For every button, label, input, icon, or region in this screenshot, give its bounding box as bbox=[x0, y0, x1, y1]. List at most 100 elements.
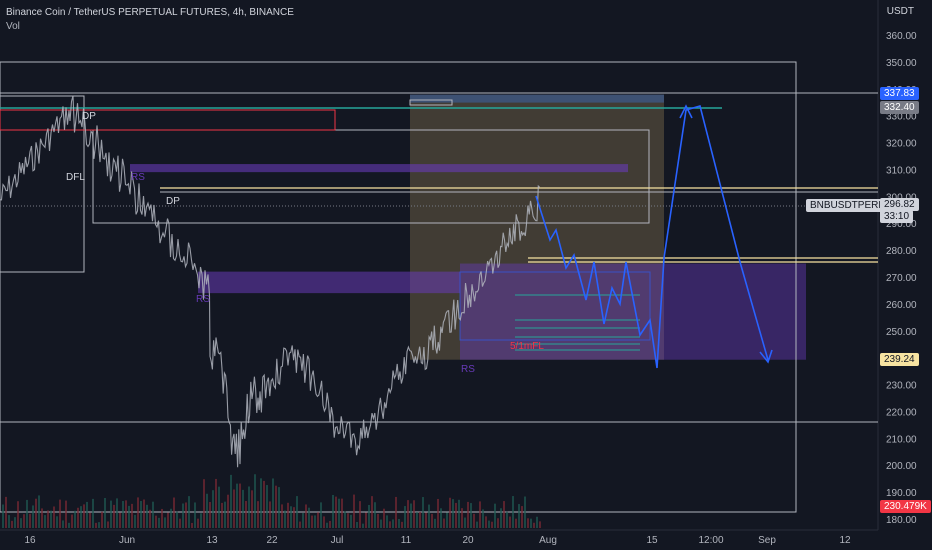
symbol-title[interactable]: Binance Coin / TetherUS PERPETUAL FUTURE… bbox=[6, 7, 294, 18]
annotation-rs3: RS bbox=[461, 364, 475, 375]
volume-bar bbox=[230, 474, 232, 528]
volume-bar bbox=[101, 511, 103, 528]
range-box-outer bbox=[0, 61, 797, 513]
price-axis-unit[interactable]: USDT bbox=[886, 6, 914, 17]
volume-bar bbox=[260, 478, 262, 528]
price-tick-label: 180.00 bbox=[886, 515, 917, 526]
time-tick-label: 16 bbox=[24, 535, 36, 546]
volume-bar bbox=[383, 508, 385, 528]
volume-bar bbox=[41, 508, 43, 528]
volume-bar bbox=[134, 514, 136, 528]
volume-bar bbox=[200, 513, 202, 528]
price-tick-label: 210.00 bbox=[886, 434, 917, 445]
volume-bar bbox=[530, 518, 532, 528]
volume-bar bbox=[413, 500, 415, 528]
volume-bar bbox=[269, 501, 271, 528]
volume-bar bbox=[233, 489, 235, 528]
volume-bar bbox=[65, 500, 67, 528]
volume-bar bbox=[503, 501, 505, 528]
volume-bar bbox=[8, 515, 10, 528]
volume-bar bbox=[215, 478, 217, 528]
volume-bar bbox=[188, 496, 190, 528]
volume-bar bbox=[212, 490, 214, 528]
volume-bar bbox=[332, 494, 334, 528]
volume-bar bbox=[320, 502, 322, 528]
volume-bar bbox=[395, 496, 397, 528]
volume-bar bbox=[122, 501, 124, 528]
time-tick-label: 12 bbox=[839, 535, 851, 546]
volume-bar bbox=[407, 500, 409, 528]
volume-bar bbox=[116, 498, 118, 528]
volume-bar bbox=[182, 503, 184, 528]
volume-bar bbox=[128, 505, 130, 528]
annotation-fl: 5/1mFL bbox=[510, 341, 544, 352]
volume-bar bbox=[137, 497, 139, 528]
volume-bar bbox=[440, 508, 442, 528]
volume-bar bbox=[245, 500, 247, 528]
volume-bar bbox=[191, 522, 193, 528]
volume-bar bbox=[449, 497, 451, 528]
volume-bar bbox=[404, 506, 406, 528]
volume-bar bbox=[23, 514, 25, 528]
volume-bar bbox=[80, 506, 82, 528]
volume-bar bbox=[539, 521, 541, 528]
volume-bar bbox=[536, 516, 538, 528]
volume-bar bbox=[176, 511, 178, 528]
volume-bar bbox=[29, 513, 31, 528]
volume-bar bbox=[59, 499, 61, 528]
volume-bar bbox=[293, 507, 295, 528]
volume-bar bbox=[71, 514, 73, 528]
price-tick-label: 320.00 bbox=[886, 139, 917, 150]
volume-bar bbox=[272, 478, 274, 528]
volume-bar bbox=[368, 504, 370, 528]
volume-bar bbox=[50, 510, 52, 528]
volume-bar bbox=[512, 496, 514, 528]
time-tick-label: 12:00 bbox=[698, 535, 723, 546]
price-tick-label: 250.00 bbox=[886, 327, 917, 338]
volume-bar bbox=[281, 504, 283, 528]
volume-bar bbox=[236, 483, 238, 528]
volume-bar bbox=[422, 497, 424, 528]
volume-bar bbox=[380, 519, 382, 528]
small-box bbox=[409, 99, 453, 106]
purple-zone-mid bbox=[198, 271, 460, 294]
volume-bar bbox=[248, 486, 250, 528]
price-series bbox=[0, 95, 540, 468]
volume-indicator-label[interactable]: Vol bbox=[6, 21, 20, 32]
volume-bar bbox=[11, 520, 13, 528]
chart-header: Binance Coin / TetherUS PERPETUAL FUTURE… bbox=[6, 6, 294, 34]
annotation-rs2: RS bbox=[196, 294, 210, 305]
price-tick-label: 220.00 bbox=[886, 407, 917, 418]
annotation-dfl: DFL bbox=[66, 172, 85, 183]
volume-bar bbox=[203, 479, 205, 528]
volume-bar bbox=[53, 506, 55, 528]
volume-bar bbox=[209, 502, 211, 528]
volume-bar bbox=[221, 502, 223, 528]
volume-bar bbox=[98, 522, 100, 528]
volume-bar bbox=[347, 513, 349, 528]
volume-bar bbox=[521, 506, 523, 528]
annotation-dp_top: DP bbox=[82, 111, 96, 122]
volume-bar bbox=[257, 501, 259, 528]
volume-bar bbox=[131, 503, 133, 528]
blue-zone-top bbox=[410, 94, 664, 103]
volume-tag: 230.479K bbox=[880, 500, 931, 513]
volume-bar bbox=[284, 510, 286, 528]
time-tick-label: 20 bbox=[462, 535, 474, 546]
volume-bar bbox=[434, 518, 436, 528]
volume-bar bbox=[527, 518, 529, 528]
volume-bar bbox=[179, 518, 181, 528]
current-price-tag: 296.82 bbox=[880, 198, 919, 211]
volume-bar bbox=[464, 517, 466, 528]
volume-bar bbox=[344, 511, 346, 528]
volume-bar bbox=[83, 504, 85, 528]
price-tag-level: 332.40 bbox=[880, 101, 919, 114]
projection-arrow-up bbox=[679, 104, 693, 119]
time-tick-label: 15 bbox=[646, 535, 658, 546]
volume-bar bbox=[95, 522, 97, 528]
volume-bar bbox=[77, 507, 79, 528]
price-tick-label: 360.00 bbox=[886, 31, 917, 42]
volume-bar bbox=[149, 509, 151, 528]
